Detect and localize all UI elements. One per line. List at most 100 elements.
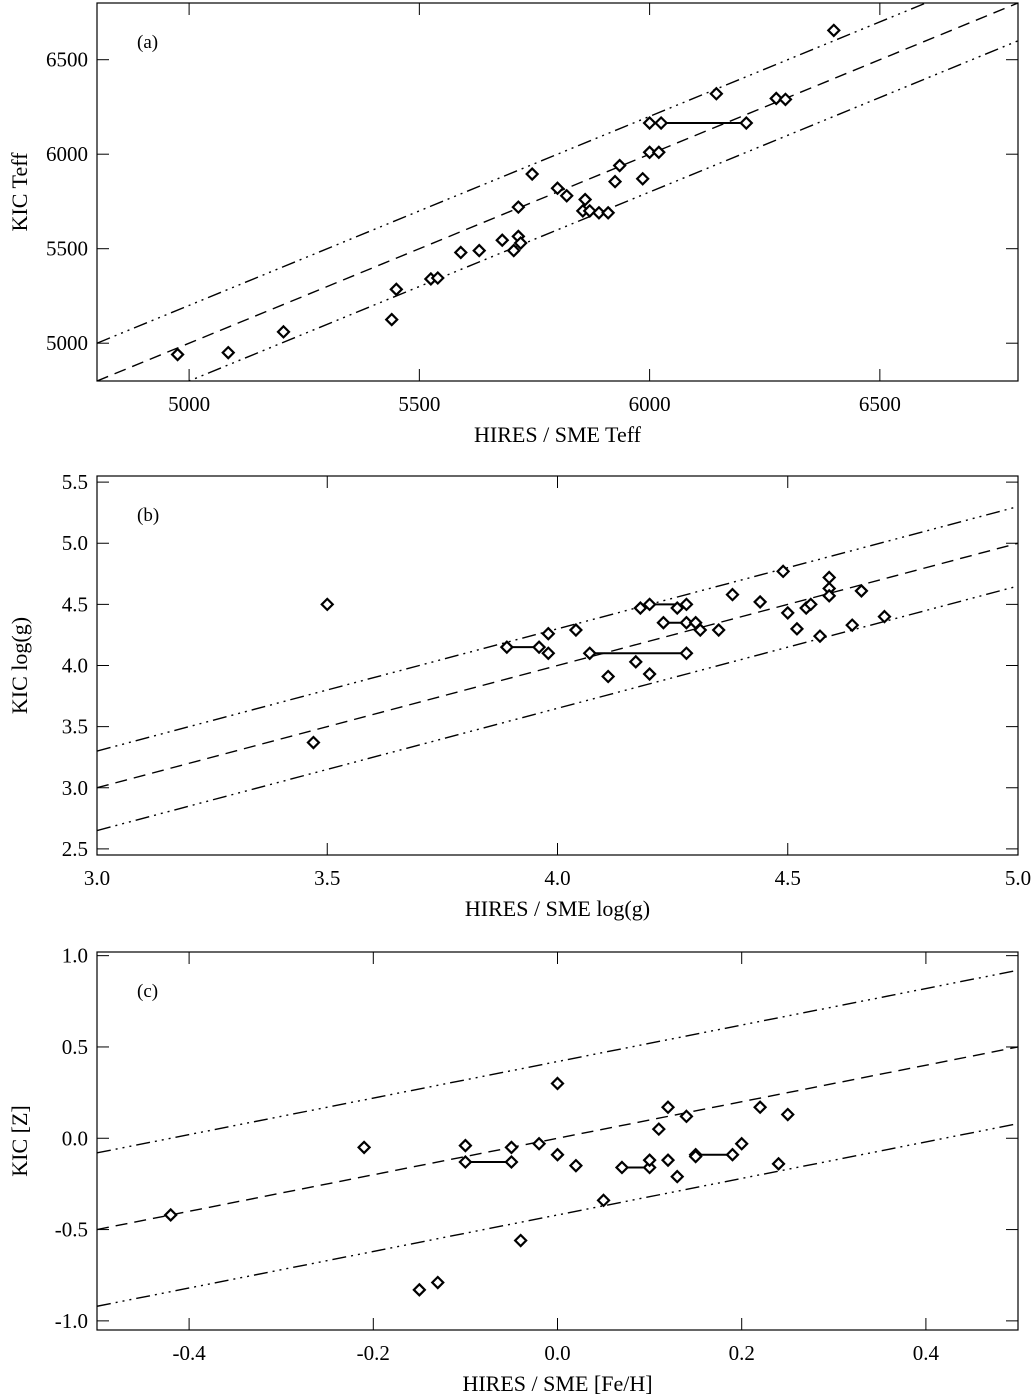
data-point <box>642 597 657 612</box>
y-axis-label: KIC [Z] <box>7 1105 32 1176</box>
data-point <box>276 324 291 339</box>
data-point <box>660 1153 676 1168</box>
data-point <box>642 1160 657 1175</box>
data-point <box>642 115 657 131</box>
x-axis-label: HIRES / SME [Fe/H] <box>462 1371 652 1396</box>
y-axis-label: KIC Teff <box>7 152 32 232</box>
data-point <box>642 145 657 160</box>
data-point <box>384 312 399 327</box>
data-point <box>633 600 648 616</box>
x-tick-label: 0.0 <box>544 1341 570 1365</box>
data-point <box>614 1160 630 1175</box>
data-point <box>513 1233 528 1248</box>
reference-line-lower <box>187 40 1018 381</box>
data-point <box>499 640 514 655</box>
y-tick-label: 1.0 <box>62 944 88 968</box>
data-point <box>670 600 685 616</box>
y-tick-label: 5000 <box>46 331 88 355</box>
x-tick-label: 4.5 <box>775 866 801 890</box>
data-point <box>670 1169 685 1184</box>
data-point <box>495 233 510 248</box>
data-point <box>504 1154 519 1170</box>
data-point <box>591 205 607 220</box>
data-point <box>550 181 565 196</box>
data-point <box>550 1076 565 1091</box>
data-point <box>780 1107 795 1122</box>
panel-a: 5000 5500 6000 6500 5000 5500 6000 6500 HIRES / … <box>7 2 1019 447</box>
data-point <box>679 597 694 612</box>
y-tick-label: -0.5 <box>55 1218 88 1242</box>
data-point <box>550 1147 565 1162</box>
data-point <box>711 622 726 638</box>
reference-line-one-to-one <box>97 1046 1018 1231</box>
data-point <box>608 174 623 189</box>
data-point <box>430 1275 445 1290</box>
data-point <box>170 347 185 362</box>
x-tick-label: 0.4 <box>913 1341 940 1365</box>
data-point <box>679 615 694 630</box>
data-point <box>163 1207 178 1223</box>
data-point <box>506 243 521 258</box>
data-point <box>306 735 321 750</box>
x-tick-label: 0.2 <box>729 1341 755 1365</box>
x-tick-label: 3.5 <box>314 866 340 890</box>
data-point <box>412 1282 427 1297</box>
y-tick-label: -1.0 <box>55 1309 88 1333</box>
x-tick-label: 6500 <box>859 392 901 416</box>
data-point <box>769 91 784 106</box>
data-point <box>734 1136 749 1151</box>
data-point <box>771 1156 786 1171</box>
data-point <box>739 115 754 131</box>
reference-line-upper <box>97 969 1018 1154</box>
plot-frame <box>96 2 1019 382</box>
reference-line-upper <box>97 3 928 344</box>
data-point <box>601 205 616 220</box>
data-point <box>725 587 740 602</box>
data-point <box>458 1154 473 1170</box>
data-point <box>709 86 724 101</box>
data-point <box>472 243 487 258</box>
y-tick-label: 6000 <box>46 142 88 166</box>
data-point <box>642 667 657 682</box>
x-tick-label: 5.0 <box>1005 866 1031 890</box>
data-point <box>776 564 791 579</box>
data-point <box>458 1138 473 1153</box>
x-tick-label: -0.2 <box>357 1341 390 1365</box>
data-point <box>568 1158 583 1173</box>
data-point <box>688 1149 703 1164</box>
data-point <box>582 203 597 218</box>
x-tick-label: 3.0 <box>84 866 110 890</box>
data-point <box>845 618 860 633</box>
data-point <box>780 605 795 620</box>
data-point <box>453 245 468 260</box>
y-tick-label: 4.0 <box>62 654 88 678</box>
data-point <box>601 669 616 684</box>
data-point <box>822 588 837 603</box>
panel-label: (c) <box>137 981 158 1002</box>
data-point <box>541 626 556 641</box>
data-point <box>826 23 841 38</box>
data-point <box>803 597 818 612</box>
reference-line-upper <box>97 505 1018 752</box>
x-axis-label: HIRES / SME Teff <box>474 422 642 447</box>
data-point <box>628 654 643 669</box>
y-tick-label: 3.0 <box>62 776 88 800</box>
data-point <box>635 171 650 186</box>
data-point <box>854 583 869 598</box>
data-point <box>389 282 404 297</box>
reference-line-one-to-one <box>97 542 1018 789</box>
y-tick-label: 4.5 <box>62 592 88 616</box>
y-tick-label: 3.5 <box>62 715 88 739</box>
reference-line-lower <box>97 585 1018 832</box>
data-point <box>578 192 593 207</box>
y-tick-label: 5500 <box>46 237 88 261</box>
data-point <box>789 621 805 636</box>
panel-c: -0.4 -0.2 0.0 0.2 0.4 -1.0 -0.5 0.0 0.5 1.0 HIRES … <box>7 944 1019 1396</box>
plot-frame <box>96 951 1019 1331</box>
x-axis-label: HIRES / SME log(g) <box>465 896 650 921</box>
x-tick-label: 5000 <box>168 392 210 416</box>
x-tick-label: 4.0 <box>544 866 570 890</box>
data-point <box>679 646 694 661</box>
data-point <box>504 1140 519 1155</box>
